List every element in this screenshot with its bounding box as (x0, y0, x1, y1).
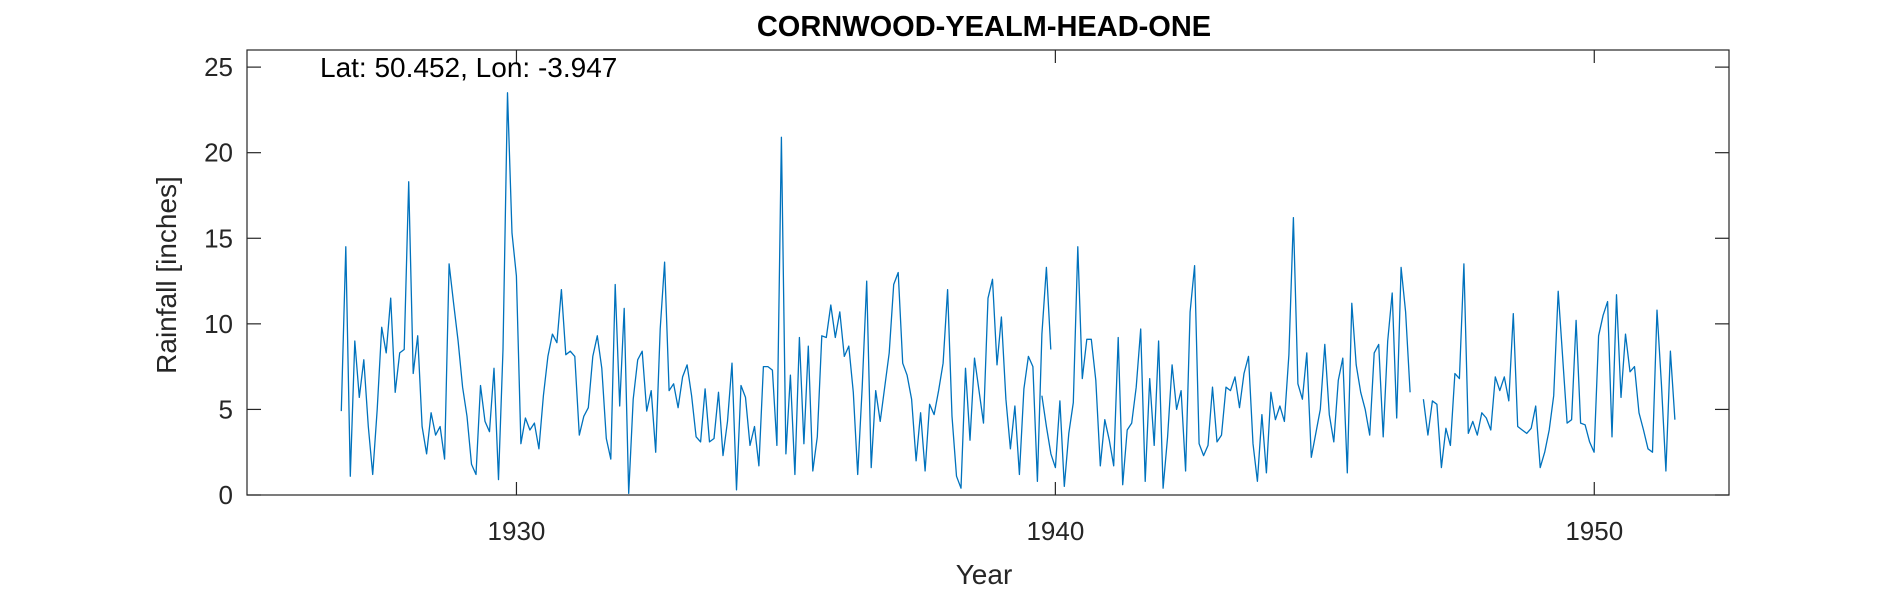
x-tick-label: 1940 (1026, 516, 1084, 546)
x-ticks: 1930 1940 1950 (488, 50, 1623, 546)
y-tick-label: 15 (204, 223, 233, 253)
y-tick-label: 5 (219, 394, 233, 424)
rainfall-series-segment-3 (1422, 263, 1676, 472)
station-coordinates-annotation: Lat: 50.452, Lon: -3.947 (320, 52, 617, 83)
rainfall-series-segment-2 (1041, 217, 1411, 489)
rainfall-series-segment-1 (340, 92, 1052, 494)
plot-area (246, 49, 1730, 496)
y-tick-label: 10 (204, 309, 233, 339)
series-line-layer (340, 92, 1676, 494)
y-ticks: 0 5 10 15 20 25 (204, 52, 1729, 510)
y-tick-label: 0 (219, 480, 233, 510)
x-tick-label: 1950 (1565, 516, 1623, 546)
y-tick-label: 20 (204, 138, 233, 168)
y-tick-label: 25 (204, 52, 233, 82)
x-axis-label: Year (956, 559, 1013, 590)
plot-frame (246, 49, 1730, 496)
x-tick-label: 1930 (488, 516, 546, 546)
y-axis-label: Rainfall [inches] (151, 176, 182, 374)
chart-title: CORNWOOD-YEALM-HEAD-ONE (757, 11, 1211, 43)
